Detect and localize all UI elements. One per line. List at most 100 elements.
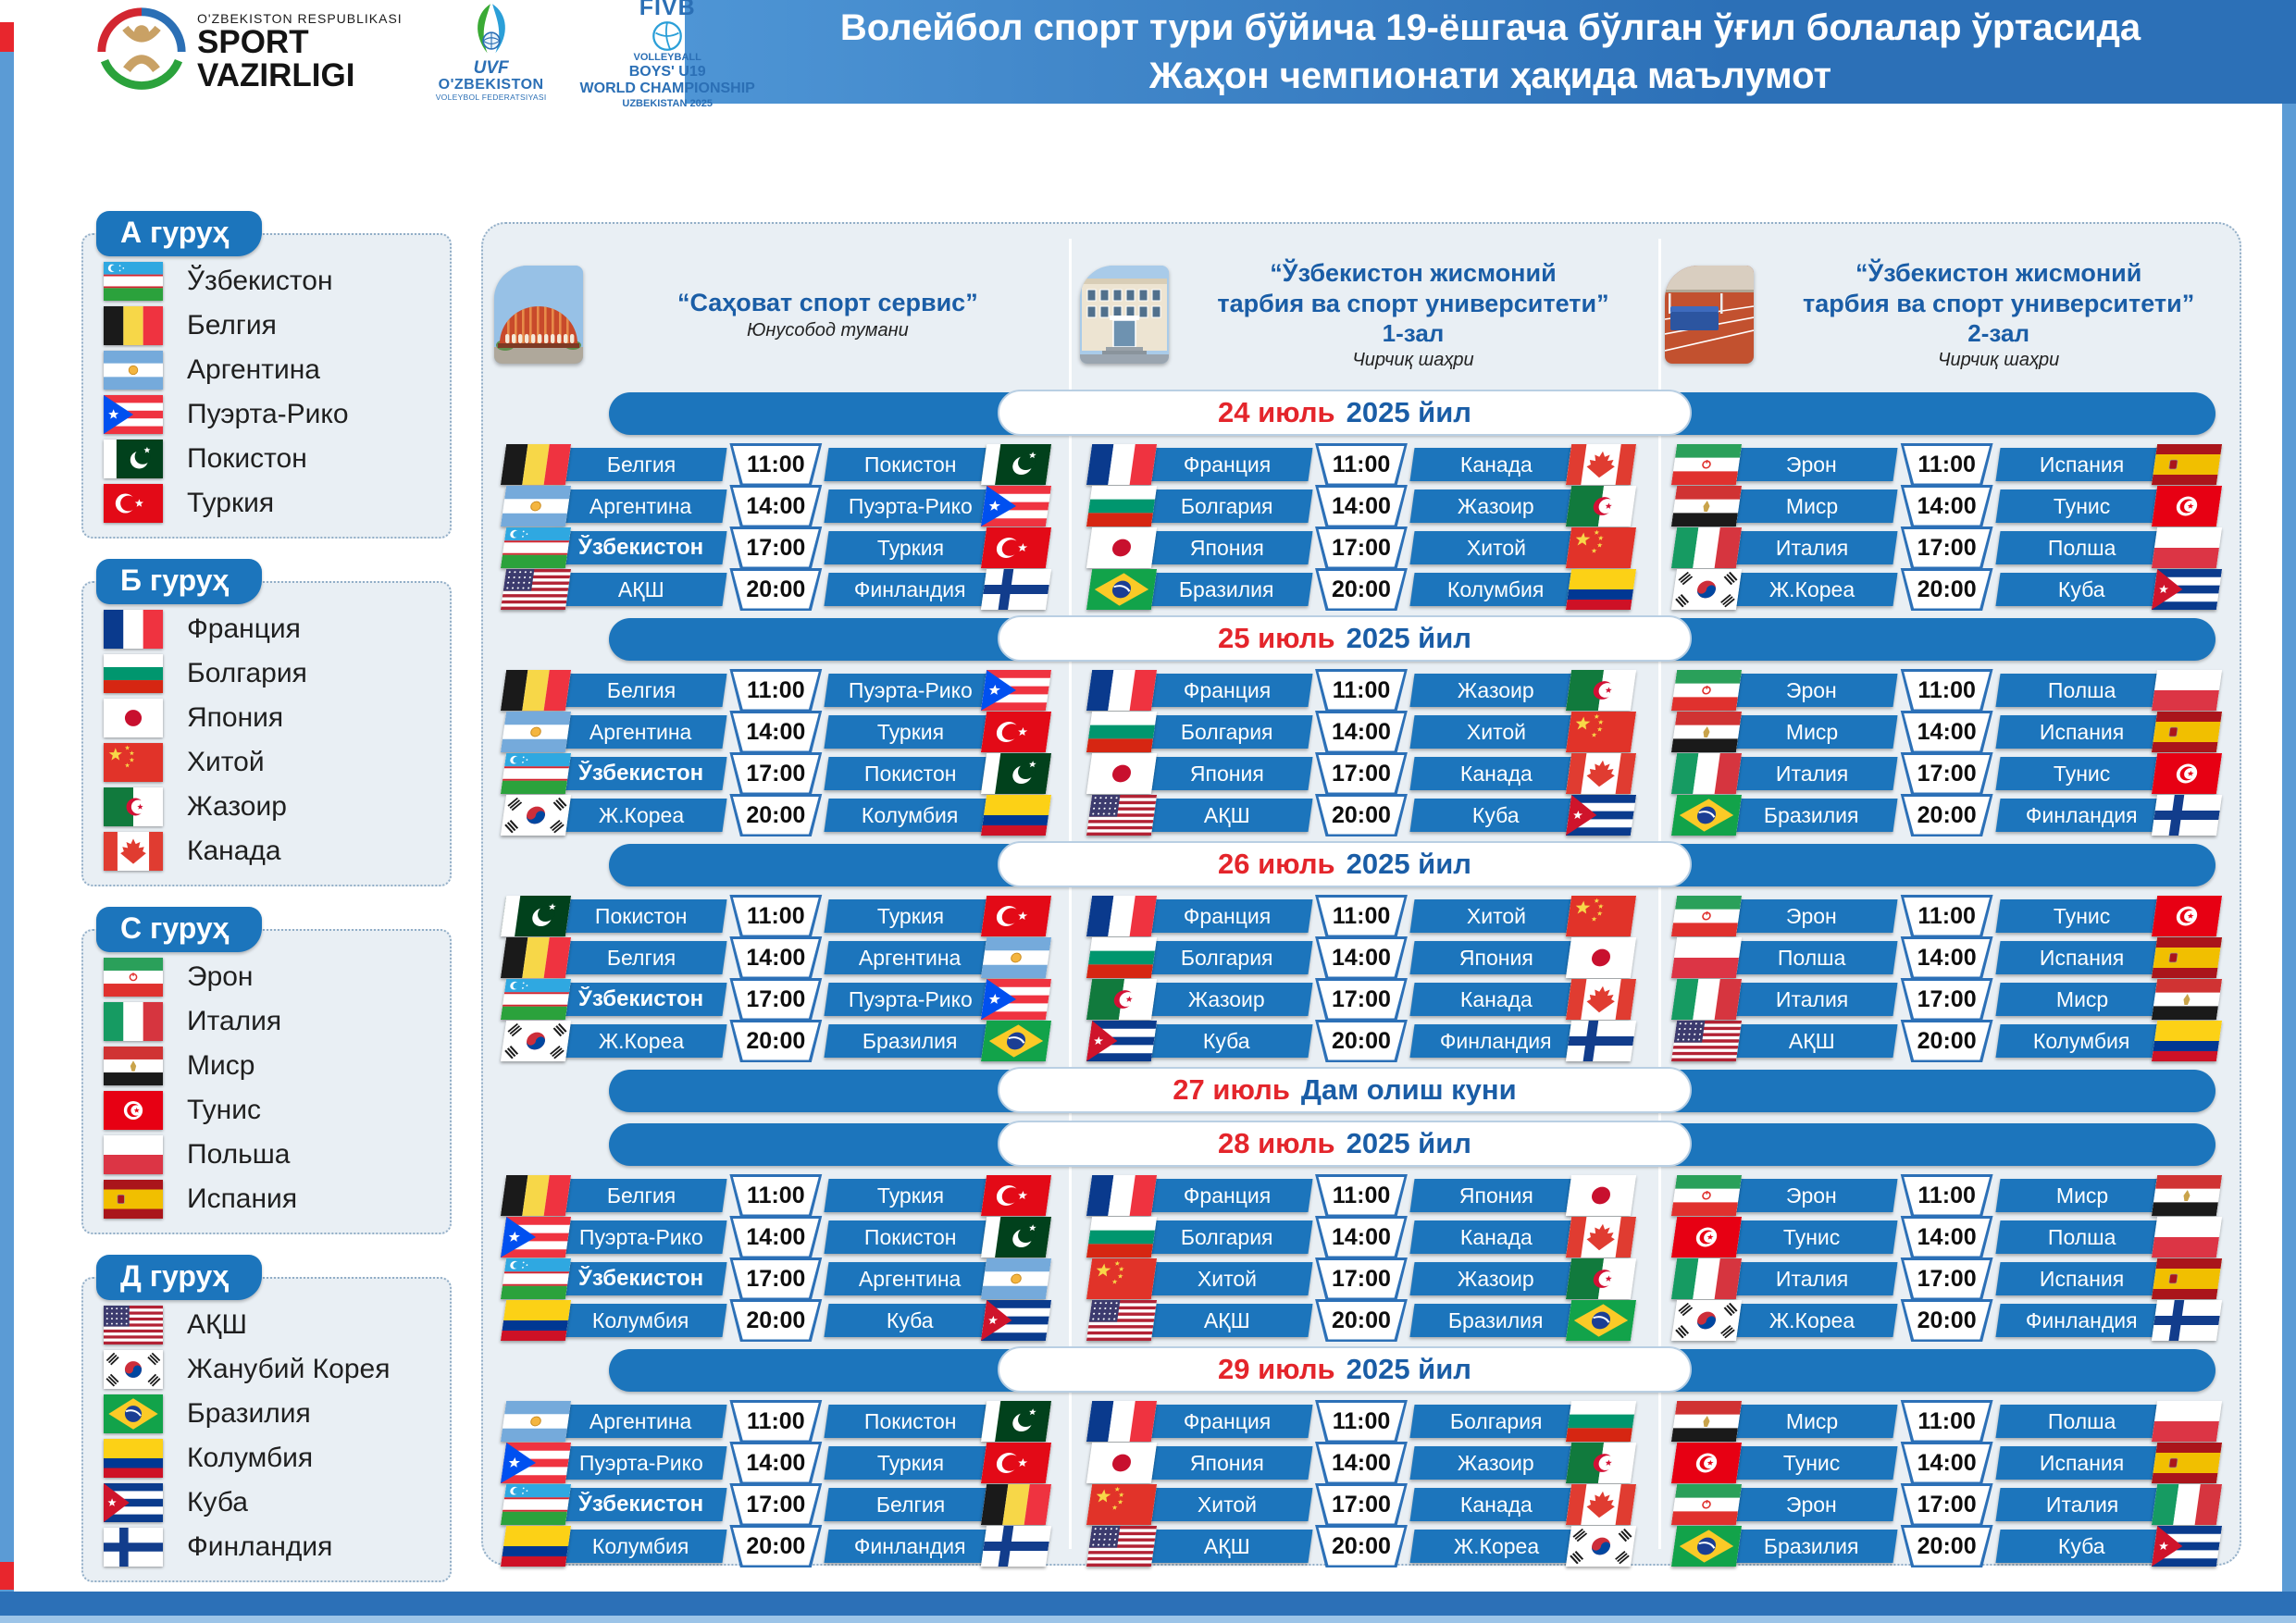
home-team: Миср <box>1785 493 1839 518</box>
match-row: Италия 17:00 Миср <box>1671 978 2223 1021</box>
flag-tr-icon <box>104 484 163 523</box>
group-team-row: Ўзбекистон <box>104 259 435 304</box>
away-team-bar: Финландия <box>824 573 998 606</box>
match-time: 11:00 <box>1899 895 1995 937</box>
match-day-section: 29 июль 2025 йил Аргентина 11:00 Покисто… <box>483 1346 2240 1569</box>
home-team-bar: Франция <box>1140 899 1313 933</box>
match-time-value: 11:00 <box>1332 451 1391 477</box>
home-team-bar: Ж.Кореа <box>1725 573 1899 606</box>
match-row: Бразилия 20:00 Куба <box>1671 1525 2223 1567</box>
team-label: Миср <box>187 1050 255 1081</box>
group-team-row: Миср <box>104 1044 435 1088</box>
flag-es-icon <box>2151 937 2223 978</box>
match-row: Белгия 14:00 Аргентина <box>500 936 1051 979</box>
group-team-row: Тунис <box>104 1088 435 1133</box>
flag-us-icon <box>500 569 572 610</box>
fivb-brand-label: FIVB <box>639 0 696 20</box>
match-time-value: 17:00 <box>746 1265 806 1292</box>
home-team-bar: Бразилия <box>1140 573 1313 606</box>
venue-match-column: Эрон 11:00 Полша Миср 14:00 Испания Итал… <box>1654 669 2240 838</box>
venue-match-column: Франция 11:00 Болгария Япония 14:00 Жазо… <box>1069 1400 1655 1569</box>
home-team-bar: Эрон <box>1725 1179 1899 1212</box>
match-time-value: 14:00 <box>1332 718 1391 745</box>
schedule-panel: “Саҳоват спорт сервис” Юнусобод тумани “… <box>481 222 2241 1569</box>
flag-pl-icon <box>2151 670 2223 711</box>
flag-be-icon <box>500 670 572 711</box>
flag-pk-icon <box>500 896 572 936</box>
match-time: 20:00 <box>727 794 824 836</box>
home-team-bar: Пуэрта-Рико <box>554 1220 727 1254</box>
flag-ca-icon <box>1566 1217 1637 1258</box>
team-label: Куба <box>187 1487 248 1518</box>
match-row: Пуэрта-Рико 14:00 Покистон <box>500 1216 1051 1258</box>
match-time: 20:00 <box>1313 1020 1409 1062</box>
away-team-bar: Куба <box>1409 799 1582 832</box>
match-row: Болгария 14:00 Канада <box>1086 1216 1637 1258</box>
match-row: Пуэрта-Рико 14:00 Туркия <box>500 1442 1051 1484</box>
match-time-value: 14:00 <box>746 492 806 519</box>
match-time: 17:00 <box>1313 527 1409 569</box>
left-border-stripe <box>0 52 14 1623</box>
date-banner: 29 июль 2025 йил <box>609 1346 2215 1393</box>
flag-eg-icon <box>2151 1175 2223 1216</box>
right-border-stripe <box>2282 104 2296 1623</box>
flag-kr-icon <box>500 795 572 836</box>
home-team-bar: Колумбия <box>554 1530 727 1563</box>
flag-it-icon <box>1671 1258 1743 1299</box>
date-pill: 27 июль Дам олиш куни <box>998 1067 1692 1113</box>
flag-bg-icon <box>1086 712 1157 752</box>
home-team-bar: Белгия <box>554 1179 727 1212</box>
away-team-bar: Хитой <box>1409 899 1582 933</box>
home-team: Белгия <box>606 677 676 702</box>
group-team-row: Куба <box>104 1481 435 1525</box>
away-team-bar: Миср <box>1995 983 2168 1016</box>
match-row: Эрон 11:00 Испания <box>1671 443 2223 486</box>
match-time: 14:00 <box>727 711 824 753</box>
match-row: Тунис 14:00 Испания <box>1671 1442 2223 1484</box>
flag-pr-icon <box>500 1217 572 1258</box>
day-columns: Белгия 11:00 Пуэрта-Рико Аргентина 14:00… <box>483 669 2240 838</box>
flag-tr-icon <box>980 1175 1051 1216</box>
away-team-bar: Испания <box>1995 941 2168 974</box>
match-time-value: 17:00 <box>746 1491 806 1518</box>
match-time: 14:00 <box>1313 936 1409 979</box>
match-time-value: 14:00 <box>1332 944 1391 971</box>
flag-pl-icon <box>2151 527 2223 568</box>
match-time: 17:00 <box>1313 978 1409 1021</box>
flag-fi-icon <box>104 1528 163 1567</box>
away-team: Жазоир <box>1458 1266 1535 1291</box>
home-team: Ж.Кореа <box>598 1028 684 1053</box>
away-team: Ж.Кореа <box>1453 1533 1539 1558</box>
match-row: Хитой 17:00 Жазоир <box>1086 1258 1637 1300</box>
flag-jp-icon <box>104 699 163 737</box>
flag-cu-icon <box>1086 1021 1157 1061</box>
flag-br-icon <box>1671 795 1743 836</box>
match-time: 14:00 <box>1313 711 1409 753</box>
flag-cn-icon <box>104 743 163 782</box>
match-time: 17:00 <box>1899 978 1995 1021</box>
ministry-country-label: O'ZBEKISTON RESPUBLIKASI <box>197 11 403 27</box>
venue-match-column: Франция 11:00 Канада Болгария 14:00 Жазо… <box>1069 443 1655 613</box>
match-time-value: 14:00 <box>746 1223 806 1250</box>
flag-ir-icon <box>1671 444 1743 485</box>
match-row: Белгия 11:00 Туркия <box>500 1174 1051 1217</box>
match-time-value: 14:00 <box>1332 1223 1391 1250</box>
match-row: Япония 14:00 Жазоир <box>1086 1442 1637 1484</box>
away-team: Полша <box>2047 1408 2116 1433</box>
match-time-value: 17:00 <box>1332 760 1391 787</box>
match-time-value: 14:00 <box>1332 492 1391 519</box>
away-team: Канада <box>1459 1224 1533 1249</box>
date-sublabel: 2025 йил <box>1346 1353 1471 1385</box>
match-time: 11:00 <box>1313 443 1409 486</box>
home-team: Колумбия <box>592 1533 689 1558</box>
home-team-bar: Ўзбекистон <box>554 983 727 1016</box>
fivb-championship-logo: FIVB VOLLEYBALL BOYS' U19 WORLD CHAMPION… <box>580 0 755 109</box>
away-team: Туркия <box>876 903 945 928</box>
flag-tn-icon <box>2151 753 2223 794</box>
home-team: Пуэрта-Рико <box>578 1450 703 1475</box>
group-team-row: Белгия <box>104 304 435 348</box>
flag-es-icon <box>104 1180 163 1219</box>
flag-jp-icon <box>1566 937 1637 978</box>
match-time-value: 17:00 <box>1917 760 1977 787</box>
home-team-bar: Италия <box>1725 1262 1899 1295</box>
